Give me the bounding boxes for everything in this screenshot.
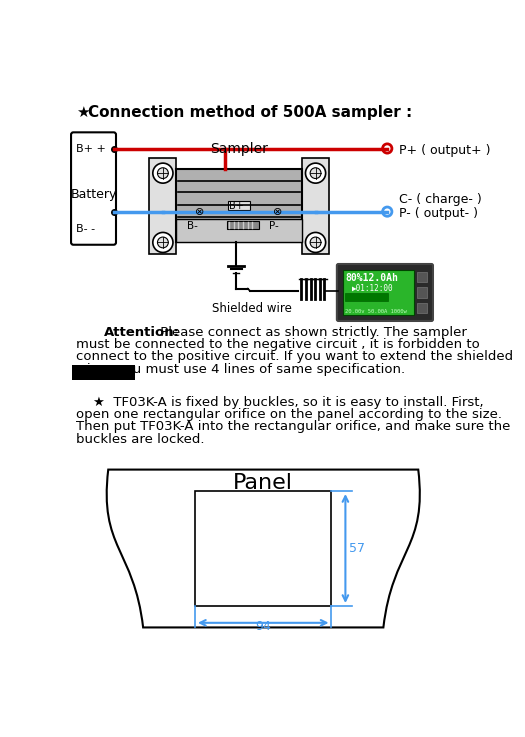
Circle shape xyxy=(310,237,321,248)
Text: Shielded wire: Shielded wire xyxy=(212,301,291,315)
Text: 20.00v 50.00A 1000w: 20.00v 50.00A 1000w xyxy=(345,310,407,314)
Text: wire , you must use 4 lines of same specification.: wire , you must use 4 lines of same spec… xyxy=(77,363,406,376)
Text: P- ( output- ): P- ( output- ) xyxy=(399,206,478,220)
Text: must be connected to the negative circuit , it is forbidden to: must be connected to the negative circui… xyxy=(77,338,480,351)
Text: Please connect as shown strictly. The sampler: Please connect as shown strictly. The sa… xyxy=(156,326,467,338)
Text: ★  TF03K-A is fixed by buckles, so it is easy to install. First,: ★ TF03K-A is fixed by buckles, so it is … xyxy=(77,396,484,409)
Text: 57: 57 xyxy=(349,542,365,555)
Text: Battery: Battery xyxy=(70,188,117,201)
Bar xyxy=(343,270,414,315)
Text: ★: ★ xyxy=(77,105,90,120)
Text: Panel: Panel xyxy=(233,473,293,494)
Circle shape xyxy=(306,232,326,253)
Circle shape xyxy=(158,168,169,178)
Text: 80%12.0Ah: 80%12.0Ah xyxy=(345,273,398,283)
FancyBboxPatch shape xyxy=(337,264,433,321)
Text: B+: B+ xyxy=(229,201,244,212)
Circle shape xyxy=(153,232,173,253)
Text: open one rectangular orifice on the panel according to the size.: open one rectangular orifice on the pane… xyxy=(77,408,502,421)
Text: 94: 94 xyxy=(255,620,271,633)
Text: P-: P- xyxy=(269,220,278,231)
Circle shape xyxy=(310,168,321,178)
Text: ⊗: ⊗ xyxy=(272,206,282,217)
Circle shape xyxy=(383,207,392,216)
Text: connect to the positive circuit. If you want to extend the shielded: connect to the positive circuit. If you … xyxy=(77,350,513,363)
Text: Connection method of 500A sampler :: Connection method of 500A sampler : xyxy=(88,105,412,120)
Circle shape xyxy=(153,163,173,184)
Text: B- -: B- - xyxy=(76,223,95,234)
Bar xyxy=(72,365,135,380)
Bar xyxy=(149,158,176,254)
Bar xyxy=(176,220,302,242)
Circle shape xyxy=(306,163,326,184)
FancyBboxPatch shape xyxy=(71,133,116,245)
Text: buckles are locked.: buckles are locked. xyxy=(77,433,205,446)
Bar xyxy=(345,293,388,301)
PathPatch shape xyxy=(107,469,420,627)
Bar xyxy=(195,491,331,606)
Text: B-: B- xyxy=(187,220,198,231)
Text: • Install :: • Install : xyxy=(75,381,148,395)
Text: C- ( charge- ): C- ( charge- ) xyxy=(399,193,481,206)
Text: B+ +: B+ + xyxy=(76,144,106,153)
Text: ▶01:12:00: ▶01:12:00 xyxy=(352,284,394,293)
Bar xyxy=(176,170,302,242)
Text: ⊗: ⊗ xyxy=(195,206,204,217)
Bar xyxy=(417,302,427,313)
Bar xyxy=(417,272,427,282)
Text: P+ ( output+ ): P+ ( output+ ) xyxy=(399,144,490,157)
Text: Attention:: Attention: xyxy=(104,326,181,338)
Text: Sampler: Sampler xyxy=(211,142,268,156)
Text: Then put TF03K-A into the rectangular orifice, and make sure the: Then put TF03K-A into the rectangular or… xyxy=(77,420,511,433)
Circle shape xyxy=(158,237,169,248)
Circle shape xyxy=(383,144,392,153)
Bar xyxy=(417,287,427,298)
Bar xyxy=(228,201,250,210)
Bar xyxy=(302,158,329,254)
Bar xyxy=(227,221,259,228)
